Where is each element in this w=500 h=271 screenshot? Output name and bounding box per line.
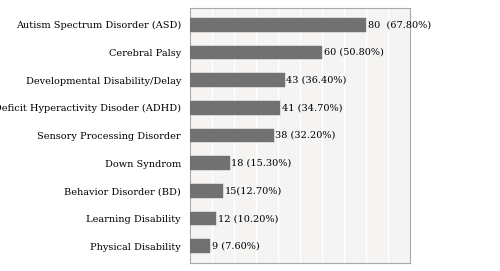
- Bar: [190, 212, 216, 225]
- Text: 9 (7.60%): 9 (7.60%): [212, 242, 260, 251]
- Bar: [190, 73, 284, 87]
- Bar: [190, 156, 230, 170]
- Bar: [190, 46, 322, 59]
- Text: 18 (15.30%): 18 (15.30%): [232, 159, 292, 168]
- Bar: [190, 239, 210, 253]
- Bar: [190, 184, 223, 198]
- Text: 60 (50.80%): 60 (50.80%): [324, 48, 384, 57]
- Text: 43 (36.40%): 43 (36.40%): [286, 76, 346, 85]
- Text: 38 (32.20%): 38 (32.20%): [276, 131, 336, 140]
- Text: 41 (34.70%): 41 (34.70%): [282, 103, 343, 112]
- Bar: [190, 128, 274, 143]
- Text: 15(12.70%): 15(12.70%): [225, 186, 282, 195]
- Bar: [190, 101, 280, 115]
- Text: 80  (67.80%): 80 (67.80%): [368, 20, 431, 29]
- Text: 12 (10.20%): 12 (10.20%): [218, 214, 278, 223]
- Bar: [190, 18, 366, 32]
